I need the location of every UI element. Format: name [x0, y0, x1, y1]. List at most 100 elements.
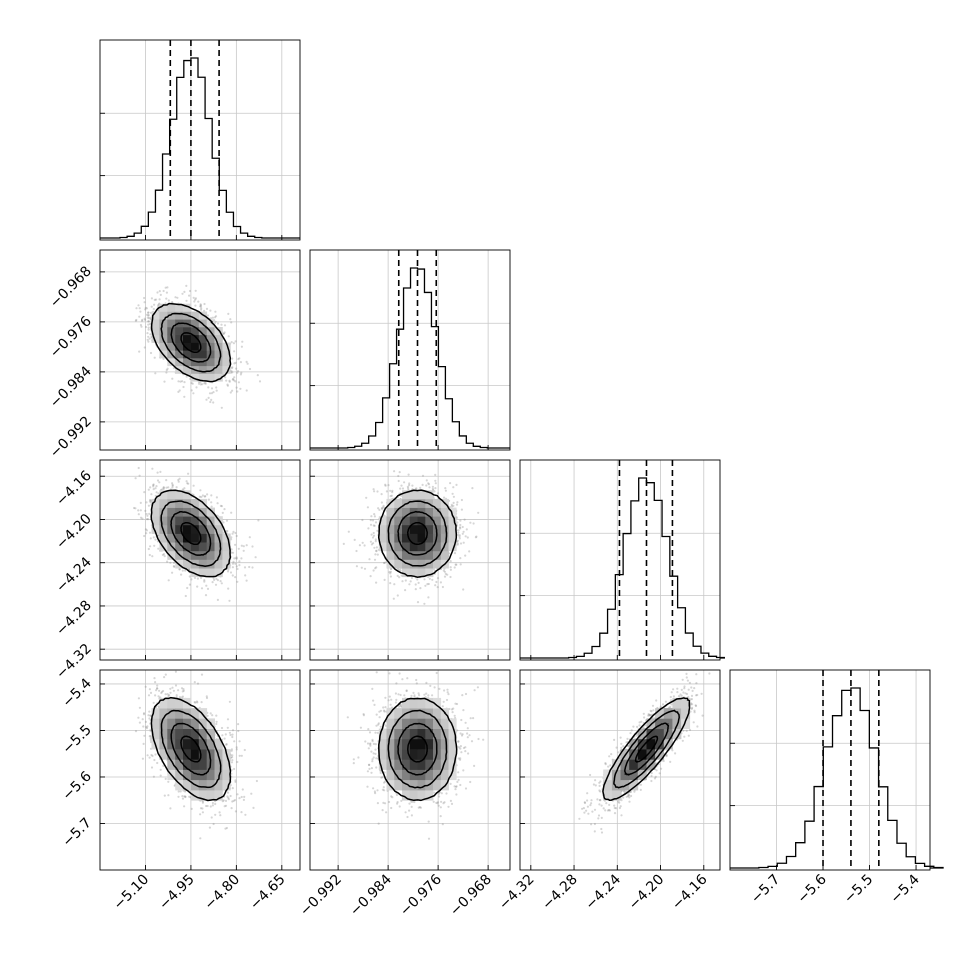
scatter-point — [162, 486, 165, 489]
scatter-point — [146, 332, 149, 335]
scatter-point — [211, 316, 214, 319]
scatter-point — [461, 525, 464, 529]
scatter-point — [222, 332, 225, 335]
scatter-point — [236, 390, 239, 393]
scatter-point — [215, 577, 218, 581]
scatter-point — [436, 586, 439, 589]
scatter-point — [173, 565, 176, 569]
scatter-point — [373, 490, 376, 493]
scatter-point — [159, 293, 162, 296]
scatter-point — [206, 493, 209, 496]
scatter-point — [204, 495, 207, 498]
scatter-point — [186, 586, 189, 590]
scatter-point — [185, 284, 188, 287]
scatter-point — [155, 485, 158, 488]
scatter-point — [203, 382, 206, 385]
scatter-point — [158, 290, 161, 293]
scatter-point — [147, 314, 150, 317]
scatter-point — [155, 491, 158, 494]
scatter-point — [152, 488, 155, 491]
scatter-point — [421, 483, 424, 486]
scatter-point — [423, 578, 426, 581]
scatter-point — [159, 470, 162, 473]
scatter-point — [207, 396, 210, 399]
scatter-point — [210, 494, 213, 497]
scatter-point — [147, 518, 150, 521]
scatter-point — [227, 312, 230, 315]
scatter-point — [192, 392, 195, 395]
scatter-point — [471, 487, 474, 490]
scatter-point — [166, 560, 169, 563]
scatter-point — [174, 296, 177, 299]
scatter-point — [231, 357, 234, 360]
scatter-point — [469, 521, 472, 524]
scatter-point — [245, 389, 248, 392]
scatter-point — [171, 301, 174, 304]
scatter-point — [369, 523, 373, 526]
scatter-point — [199, 305, 202, 308]
scatter-point — [238, 560, 241, 563]
scatter-point — [417, 581, 420, 585]
scatter-point — [145, 532, 148, 535]
scatter-point — [135, 318, 138, 322]
scatter-point — [209, 400, 212, 404]
scatter-point — [147, 311, 150, 314]
scatter-point — [231, 566, 234, 569]
scatter-point — [389, 495, 392, 498]
scatter-point — [209, 317, 213, 320]
scatter-point — [147, 320, 150, 323]
scatter-point — [223, 508, 226, 511]
scatter-point — [149, 322, 152, 326]
scatter-point — [188, 289, 192, 293]
scatter-point — [138, 474, 141, 477]
scatter-point — [183, 381, 186, 384]
density-cell — [183, 524, 192, 534]
scatter-point — [222, 332, 225, 335]
scatter-point — [240, 557, 243, 560]
scatter-point — [374, 521, 378, 524]
scatter-point — [156, 291, 159, 294]
scatter-point — [234, 361, 237, 364]
scatter-point — [238, 357, 241, 360]
scatter-point — [234, 531, 237, 535]
scatter-point — [197, 300, 200, 303]
scatter-point — [226, 570, 230, 573]
scatter-point — [236, 371, 239, 374]
scatter-point — [370, 515, 373, 518]
scatter-point — [443, 496, 446, 499]
scatter-point — [392, 597, 395, 600]
scatter-point — [353, 538, 356, 542]
scatter-point — [145, 307, 148, 310]
scatter-point — [215, 386, 218, 389]
scatter-point — [421, 474, 425, 477]
scatter-point — [236, 580, 239, 583]
scatter-point — [190, 381, 193, 385]
scatter-point — [156, 471, 159, 474]
scatter-point — [232, 530, 235, 534]
scatter-point — [139, 323, 142, 327]
scatter-point — [477, 511, 480, 514]
scatter-point — [161, 553, 164, 557]
scatter-point — [187, 482, 190, 485]
scatter-point — [462, 541, 465, 544]
scatter-point — [230, 369, 233, 373]
scatter-point — [377, 507, 380, 510]
scatter-point — [139, 310, 142, 313]
scatter-point — [239, 387, 242, 390]
scatter-point — [215, 496, 218, 499]
scatter-point — [181, 488, 184, 491]
scatter-point — [144, 509, 147, 512]
scatter-point — [230, 367, 233, 370]
scatter-point — [152, 536, 155, 539]
scatter-point — [227, 335, 230, 338]
scatter-point — [449, 568, 452, 571]
scatter-point — [171, 483, 174, 486]
scatter-point — [138, 315, 141, 318]
scatter-point — [233, 376, 236, 379]
scatter-point — [149, 486, 152, 489]
scatter-point — [232, 342, 235, 345]
scatter-point — [158, 298, 161, 301]
scatter-point — [201, 383, 204, 386]
density-cell — [183, 334, 192, 343]
scatter-point — [196, 585, 199, 588]
